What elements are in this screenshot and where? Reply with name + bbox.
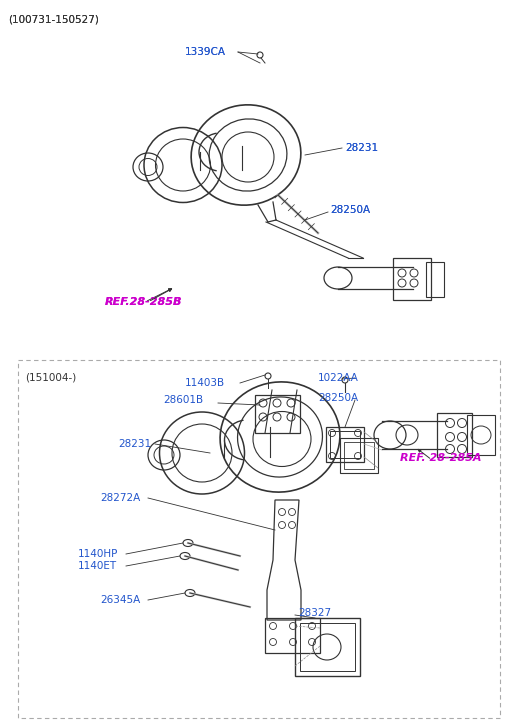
Bar — [340, 438, 378, 473]
Text: 28231: 28231 — [118, 439, 151, 449]
Text: REF. 28-285A: REF. 28-285A — [400, 453, 482, 463]
Bar — [467, 415, 495, 455]
Text: 1140ET: 1140ET — [78, 561, 117, 571]
Text: REF.28-285B: REF.28-285B — [105, 297, 182, 307]
Text: 28327: 28327 — [298, 608, 331, 618]
Text: 26345A: 26345A — [100, 595, 140, 605]
Bar — [344, 442, 374, 469]
Text: 1140HP: 1140HP — [78, 549, 119, 559]
Text: 28231: 28231 — [345, 143, 378, 153]
Bar — [265, 618, 320, 653]
Bar — [437, 413, 472, 457]
Text: 28250A: 28250A — [318, 393, 358, 403]
Text: 28231: 28231 — [345, 143, 378, 153]
Text: 28250A: 28250A — [330, 205, 370, 215]
Text: (100731-150527): (100731-150527) — [8, 14, 99, 24]
Text: 11403B: 11403B — [185, 378, 225, 388]
Text: 28601B: 28601B — [163, 395, 203, 405]
Bar — [326, 427, 364, 462]
Bar — [300, 623, 355, 671]
Text: 1339CA: 1339CA — [185, 47, 226, 57]
Bar — [393, 258, 431, 300]
Text: 28250A: 28250A — [330, 205, 370, 215]
Bar — [426, 262, 444, 297]
Bar — [295, 618, 360, 676]
Text: REF.28-285B: REF.28-285B — [105, 297, 182, 307]
Text: 1339CA: 1339CA — [185, 47, 226, 57]
Text: (151004-): (151004-) — [25, 372, 76, 382]
Bar — [330, 431, 360, 458]
Text: 28272A: 28272A — [100, 493, 140, 503]
Text: (100731-150527): (100731-150527) — [8, 14, 99, 24]
Bar — [18, 360, 500, 718]
Bar — [255, 395, 300, 433]
Text: 1022AA: 1022AA — [318, 373, 359, 383]
